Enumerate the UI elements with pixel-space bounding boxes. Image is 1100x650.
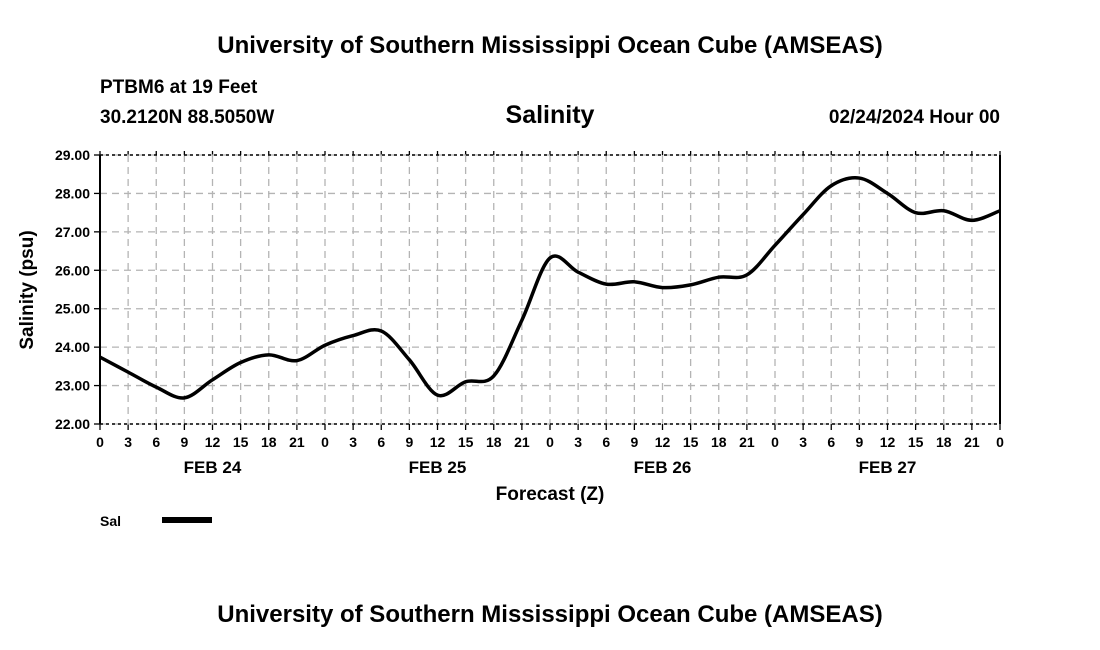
x-tick-label: 12 <box>205 434 221 450</box>
x-tick-label: 18 <box>711 434 727 450</box>
y-axis-label: Salinity (psu) <box>17 230 38 349</box>
chart-title: Salinity <box>505 101 595 129</box>
y-tick-label: 28.00 <box>55 185 90 201</box>
x-tick-label: 18 <box>261 434 277 450</box>
x-tick-label: 9 <box>405 434 413 450</box>
x-tick-label: 0 <box>321 434 329 450</box>
y-tick-label: 23.00 <box>55 378 90 394</box>
x-tick-label: 15 <box>908 434 924 450</box>
x-tick-label: 3 <box>349 434 357 450</box>
x-tick-label: 9 <box>180 434 188 450</box>
x-tick-label: 12 <box>880 434 896 450</box>
x-tick-label: 9 <box>630 434 638 450</box>
coords-label: 30.2120N 88.5050W <box>100 107 275 128</box>
series-line-sal <box>99 176 1001 400</box>
x-tick-label: 6 <box>152 434 160 450</box>
y-tick-label: 26.00 <box>55 262 90 278</box>
x-tick-label: 21 <box>514 434 530 450</box>
x-tick-label: 15 <box>458 434 474 450</box>
y-tick-label: 24.00 <box>55 339 90 355</box>
day-label: FEB 25 <box>409 458 467 477</box>
x-tick-label: 3 <box>574 434 582 450</box>
x-tick-label: 0 <box>771 434 779 450</box>
x-tick-label: 6 <box>602 434 610 450</box>
x-tick-label: 0 <box>996 434 1004 450</box>
x-tick-label: 21 <box>289 434 305 450</box>
day-label: FEB 26 <box>634 458 692 477</box>
x-tick-label: 15 <box>233 434 249 450</box>
y-tick-label: 22.00 <box>55 416 90 432</box>
x-tick-label: 12 <box>655 434 671 450</box>
y-tick-label: 27.00 <box>55 224 90 240</box>
x-tick-label: 12 <box>430 434 446 450</box>
x-tick-label: 21 <box>739 434 755 450</box>
x-tick-label: 3 <box>799 434 807 450</box>
legend-label: Sal <box>100 513 121 529</box>
y-tick-label: 29.00 <box>55 147 90 163</box>
x-tick-label: 6 <box>827 434 835 450</box>
x-axis-label: Forecast (Z) <box>496 484 605 505</box>
footer-title: University of Southern Mississippi Ocean… <box>217 601 883 628</box>
page-title: University of Southern Mississippi Ocean… <box>217 32 883 59</box>
x-tick-label: 9 <box>855 434 863 450</box>
x-tick-label: 15 <box>683 434 699 450</box>
date-label: 02/24/2024 Hour 00 <box>828 107 1000 128</box>
x-tick-label: 18 <box>486 434 502 450</box>
x-tick-label: 0 <box>546 434 554 450</box>
x-tick-label: 21 <box>964 434 980 450</box>
x-tick-label: 0 <box>96 434 104 450</box>
x-tick-label: 3 <box>124 434 132 450</box>
day-label: FEB 27 <box>859 458 917 477</box>
y-tick-label: 25.00 <box>55 301 90 317</box>
x-tick-label: 6 <box>377 434 385 450</box>
x-tick-label: 18 <box>936 434 952 450</box>
day-label: FEB 24 <box>184 458 242 477</box>
station-label: PTBM6 at 19 Feet <box>100 77 258 98</box>
